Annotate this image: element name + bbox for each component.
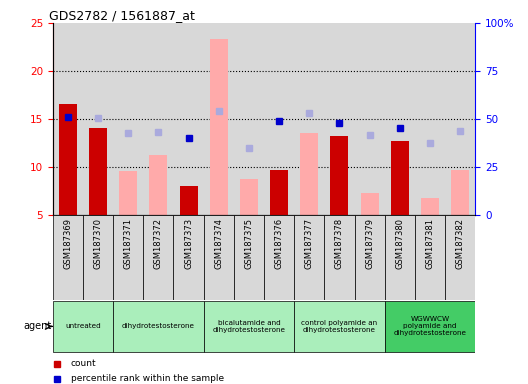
Text: control polyamide an
dihydrotestosterone: control polyamide an dihydrotestosterone bbox=[301, 320, 378, 333]
Bar bbox=[294, 23, 324, 215]
Bar bbox=[174, 23, 204, 215]
Bar bbox=[391, 141, 409, 215]
Bar bbox=[240, 179, 258, 215]
Bar bbox=[83, 215, 113, 300]
Bar bbox=[113, 301, 204, 352]
Bar bbox=[149, 155, 167, 215]
Text: percentile rank within the sample: percentile rank within the sample bbox=[71, 374, 224, 383]
Text: agent: agent bbox=[23, 321, 51, 331]
Text: bicalutamide and
dihydrotestosterone: bicalutamide and dihydrotestosterone bbox=[212, 320, 286, 333]
Text: GSM187375: GSM187375 bbox=[244, 218, 253, 268]
Bar bbox=[53, 215, 83, 300]
Text: GSM187373: GSM187373 bbox=[184, 218, 193, 269]
Bar bbox=[354, 23, 385, 215]
Bar bbox=[234, 23, 264, 215]
Bar bbox=[294, 301, 385, 352]
Bar bbox=[445, 23, 475, 215]
Text: count: count bbox=[71, 359, 97, 368]
Bar bbox=[53, 23, 83, 215]
Bar bbox=[324, 23, 354, 215]
Text: GSM187382: GSM187382 bbox=[456, 218, 465, 268]
Bar bbox=[89, 127, 107, 215]
Bar bbox=[445, 215, 475, 300]
Bar bbox=[59, 104, 77, 215]
Text: GSM187377: GSM187377 bbox=[305, 218, 314, 269]
Bar bbox=[270, 170, 288, 215]
Bar bbox=[415, 23, 445, 215]
Bar bbox=[361, 193, 379, 215]
Bar bbox=[385, 215, 415, 300]
Text: GSM187371: GSM187371 bbox=[124, 218, 133, 268]
Bar bbox=[385, 23, 415, 215]
Bar bbox=[204, 301, 294, 352]
Text: GSM187379: GSM187379 bbox=[365, 218, 374, 268]
Text: untreated: untreated bbox=[65, 323, 101, 329]
Bar bbox=[204, 23, 234, 215]
Text: GSM187376: GSM187376 bbox=[275, 218, 284, 269]
Bar bbox=[451, 170, 469, 215]
Text: GSM187372: GSM187372 bbox=[154, 218, 163, 268]
Bar bbox=[180, 186, 197, 215]
Bar bbox=[113, 23, 143, 215]
Bar bbox=[264, 215, 294, 300]
Bar bbox=[210, 40, 228, 215]
Bar bbox=[415, 215, 445, 300]
Bar bbox=[119, 171, 137, 215]
Text: WGWWCW
polyamide and
dihydrotestosterone: WGWWCW polyamide and dihydrotestosterone bbox=[393, 316, 466, 336]
Text: GSM187380: GSM187380 bbox=[395, 218, 404, 268]
Bar bbox=[143, 215, 174, 300]
Bar bbox=[294, 215, 324, 300]
Text: GSM187369: GSM187369 bbox=[63, 218, 72, 268]
Bar bbox=[421, 198, 439, 215]
Bar bbox=[204, 215, 234, 300]
Text: GSM187370: GSM187370 bbox=[93, 218, 102, 268]
Bar bbox=[234, 215, 264, 300]
Bar bbox=[354, 215, 385, 300]
Bar bbox=[174, 215, 204, 300]
Bar bbox=[300, 134, 318, 215]
Text: dihydrotestosterone: dihydrotestosterone bbox=[122, 323, 195, 329]
Text: GSM187378: GSM187378 bbox=[335, 218, 344, 269]
Text: GSM187374: GSM187374 bbox=[214, 218, 223, 268]
Bar bbox=[113, 215, 143, 300]
Bar bbox=[143, 23, 174, 215]
Bar bbox=[385, 301, 475, 352]
Bar bbox=[331, 136, 348, 215]
Bar bbox=[53, 301, 113, 352]
Bar bbox=[264, 23, 294, 215]
Text: GDS2782 / 1561887_at: GDS2782 / 1561887_at bbox=[49, 9, 194, 22]
Text: GSM187381: GSM187381 bbox=[426, 218, 435, 268]
Bar bbox=[324, 215, 354, 300]
Bar bbox=[83, 23, 113, 215]
